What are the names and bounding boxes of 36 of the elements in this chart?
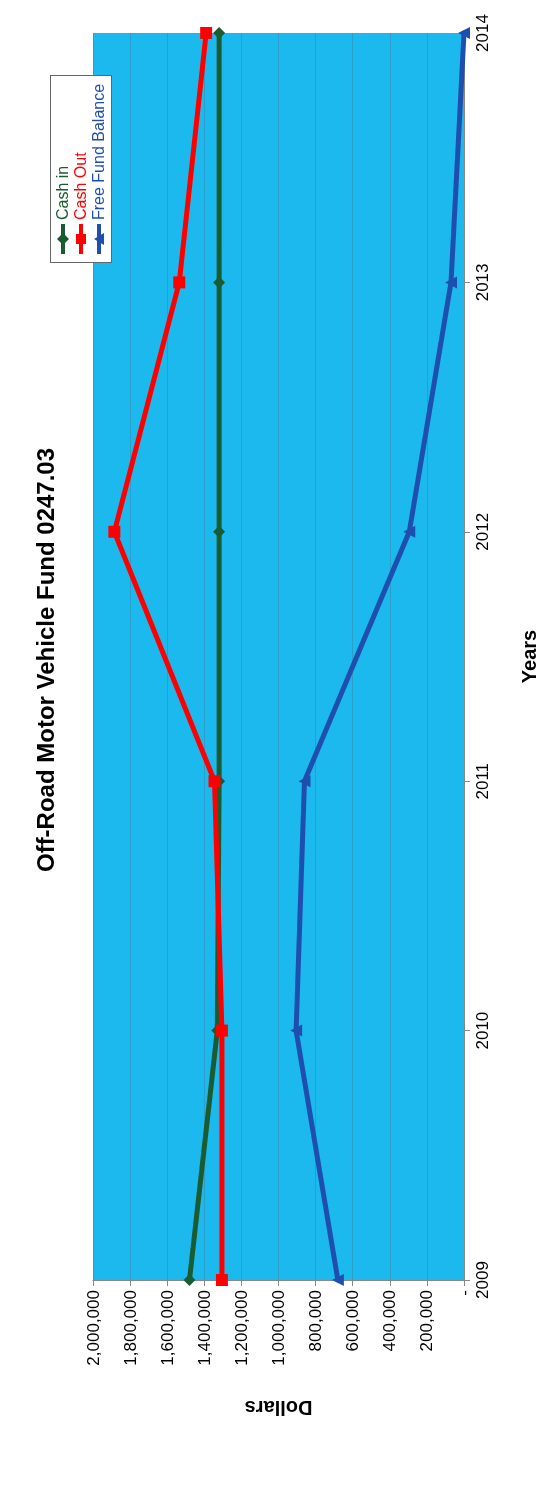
point [215,1274,228,1286]
x-tick-label: 1,000,000 [269,1290,288,1366]
y-axis-title: Years [518,629,540,684]
point [331,1274,344,1286]
y-tick-label: 2012 [473,512,492,551]
y-tick-label: 2013 [473,263,492,302]
x-tick-label: 1,800,000 [120,1290,140,1366]
point [458,27,470,39]
point [200,27,213,39]
y-tick-label: 2014 [473,14,492,52]
x-tick-label: 2,000,000 [83,1290,103,1366]
x-tick-label: 800,000 [306,1290,326,1352]
text: Free Fund Balance [90,83,108,220]
point [173,276,186,289]
text: Off-Road Motor Vehicle Fund 0247.03 [31,447,59,873]
x-axis-title: Dollars [244,1397,313,1419]
point [290,1024,303,1037]
x-tick-label: 600,000 [343,1290,363,1352]
point [215,1024,228,1037]
point [183,1274,196,1286]
point [298,775,311,788]
y-tick-label: 2011 [473,762,492,800]
x-tick-label: 1,200,000 [231,1290,251,1366]
x-tick-label: 1,600,000 [157,1290,177,1366]
x-tick-label: 1,400,000 [194,1290,214,1366]
y-tick-label: 2009 [473,1261,492,1299]
x-tick-label: 400,000 [380,1290,400,1352]
point [208,775,221,788]
text: Cash Out [72,152,90,220]
y-tick-label: 2010 [473,1011,492,1050]
point [403,525,416,538]
x-tick-label: 200,000 [417,1290,437,1352]
point [108,525,121,538]
point [445,276,458,289]
x-tick-label: - [454,1290,474,1296]
text: Cash in [54,165,72,220]
